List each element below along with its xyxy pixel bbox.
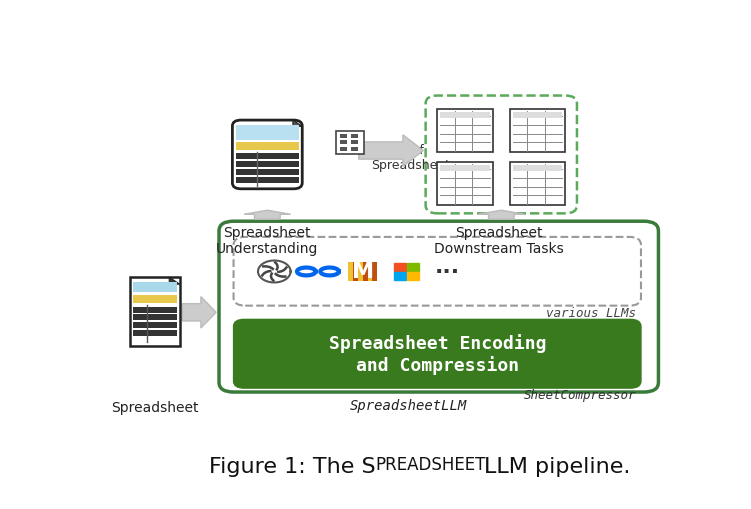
Text: SheetCompressor: SheetCompressor [523, 388, 636, 401]
FancyBboxPatch shape [234, 320, 641, 388]
Bar [368, 262, 372, 282]
FancyBboxPatch shape [219, 222, 659, 392]
Bar [351, 147, 357, 151]
Bar [407, 264, 419, 271]
Bar [348, 262, 353, 282]
Bar [236, 143, 299, 150]
Bar [133, 315, 177, 321]
Polygon shape [293, 121, 302, 127]
Bar [407, 272, 419, 280]
Bar [353, 262, 358, 282]
Bar [236, 126, 299, 140]
Bar [236, 178, 299, 184]
Bar [133, 295, 177, 303]
FancyBboxPatch shape [232, 121, 302, 189]
Bar [363, 262, 368, 282]
Bar [358, 262, 363, 282]
Bar [340, 147, 347, 151]
Bar [133, 282, 177, 293]
Bar [440, 165, 490, 172]
Text: Spreadsheet
Understanding: Spreadsheet Understanding [216, 225, 318, 256]
Bar [513, 112, 562, 119]
Polygon shape [182, 297, 216, 328]
Bar [351, 141, 357, 145]
Polygon shape [478, 211, 524, 220]
Text: Spreadsheet Encoding
and Compression: Spreadsheet Encoding and Compression [328, 333, 546, 375]
Bar [236, 170, 299, 176]
Bar [133, 307, 177, 313]
Bar [437, 110, 493, 153]
Text: M: M [351, 262, 374, 282]
FancyBboxPatch shape [336, 132, 364, 155]
Bar [510, 163, 566, 206]
Bar [437, 163, 493, 206]
Bar [440, 112, 490, 119]
Bar [133, 323, 177, 329]
FancyBboxPatch shape [234, 237, 641, 306]
Bar [513, 165, 562, 172]
Bar [394, 272, 406, 280]
Polygon shape [359, 135, 424, 167]
Bar [394, 264, 406, 271]
Text: Figure 1: The SPREADSHEETLLM pipeline.: Figure 1: The SPREADSHEETLLM pipeline. [0, 508, 1, 509]
Text: Chain of
Spreadsheet: Chain of Spreadsheet [372, 144, 451, 172]
Polygon shape [244, 211, 291, 220]
Text: PREADSHEET: PREADSHEET [376, 455, 486, 473]
Bar [340, 135, 347, 138]
Text: ···: ··· [435, 262, 460, 282]
Text: various LLMs: various LLMs [546, 306, 636, 319]
Bar [236, 162, 299, 168]
Bar [236, 154, 299, 160]
Text: Spreadsheet
Downstream Tasks: Spreadsheet Downstream Tasks [433, 225, 563, 256]
Bar [340, 141, 347, 145]
Bar [133, 330, 177, 336]
Text: LLM pipeline.: LLM pipeline. [484, 456, 630, 476]
Bar [351, 135, 357, 138]
FancyBboxPatch shape [130, 277, 179, 346]
Text: Spreadsheet: Spreadsheet [111, 400, 199, 414]
Bar [348, 262, 377, 282]
FancyBboxPatch shape [426, 96, 577, 214]
Text: SpreadsheetLLM: SpreadsheetLLM [349, 398, 467, 412]
Bar [372, 262, 377, 282]
Polygon shape [169, 277, 179, 285]
Bar [510, 110, 566, 153]
Text: Figure 1: The S: Figure 1: The S [209, 456, 376, 476]
